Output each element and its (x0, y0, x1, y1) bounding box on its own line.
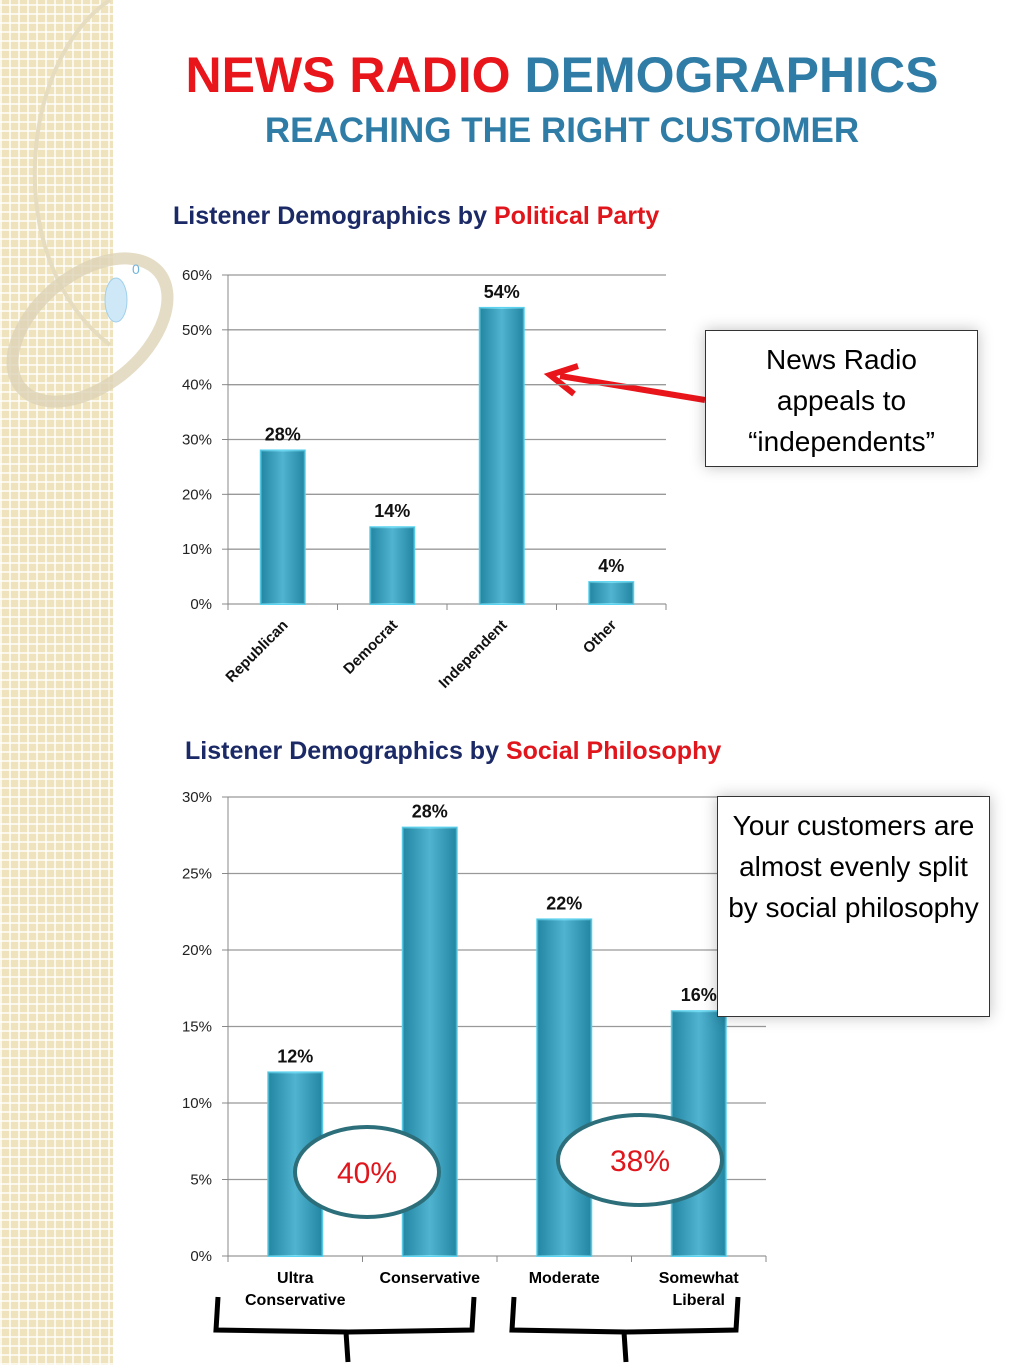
chart-title: Listener Demographics by Political Party (173, 202, 659, 231)
data-label: 54% (484, 282, 520, 302)
y-tick-label: 30% (182, 789, 212, 806)
y-tick-label: 20% (182, 942, 212, 959)
group-label: 40% (337, 1157, 397, 1190)
brace (509, 1296, 741, 1363)
data-label: 14% (374, 501, 410, 521)
data-label: 4% (598, 556, 624, 576)
chart-title-main: Listener Demographics by (173, 202, 487, 230)
y-tick-label: 0% (190, 1248, 212, 1265)
slide-title: NEWS RADIO DEMOGRAPHICS (186, 47, 939, 103)
bar-shine (589, 582, 634, 604)
y-tick-label: 10% (182, 1095, 212, 1112)
chart-title-main: Listener Demographics by (185, 737, 499, 765)
decor-strip (0, 0, 113, 1365)
x-tick-label: Other (580, 617, 620, 657)
y-tick-label: 15% (182, 1019, 212, 1036)
y-tick-label: 20% (182, 486, 212, 503)
data-label: 22% (546, 893, 582, 913)
y-tick-label: 60% (182, 267, 212, 284)
group-ellipse (556, 1113, 724, 1207)
decor-ring (6, 252, 174, 408)
bar-shine (260, 450, 305, 604)
bar-shine (537, 919, 592, 1256)
arrow-head (543, 363, 579, 397)
chart-title: Listener Demographics by Social Philosop… (185, 737, 721, 766)
y-tick-label: 40% (182, 377, 212, 394)
y-tick-label: 30% (182, 432, 212, 449)
callout: News Radio appeals to “independents” (705, 330, 978, 467)
data-label: 28% (412, 802, 448, 822)
x-tick-label: Democrat (340, 617, 401, 678)
title-blue: DEMOGRAPHICS (525, 47, 939, 103)
page-number: 0 (132, 261, 140, 277)
group-label: 38% (610, 1145, 670, 1178)
x-tick-label: Ultra Conservative (245, 1270, 346, 1309)
x-tick-label: Moderate (528, 1270, 600, 1287)
data-label: 12% (277, 1046, 313, 1066)
decor-arc (32, 0, 112, 347)
x-tick-label: Conservative (379, 1270, 481, 1287)
bar-shine (479, 307, 524, 604)
data-label: 28% (265, 424, 301, 444)
y-tick-label: 50% (182, 322, 212, 339)
arrow (559, 373, 706, 403)
x-tick-label: Republican (222, 617, 291, 686)
title-red: NEWS RADIO (186, 47, 511, 103)
x-tick-label: Independent (436, 617, 511, 692)
y-tick-label: 10% (182, 541, 212, 558)
y-tick-label: 5% (190, 1172, 212, 1189)
x-tick-label: Somewhat Liberal (658, 1270, 739, 1309)
group-ellipse (293, 1125, 441, 1219)
bar-shine (370, 527, 415, 604)
slide-subtitle: REACHING THE RIGHT CUSTOMER (265, 111, 859, 150)
chart-title-highlight: Social Philosophy (505, 737, 722, 765)
data-label: 16% (681, 985, 717, 1005)
y-tick-label: 0% (190, 596, 212, 613)
y-tick-label: 25% (182, 866, 212, 883)
callout: Your customers are almost evenly split b… (717, 796, 990, 1017)
brace (213, 1296, 477, 1363)
decor-bead (104, 277, 128, 323)
chart-title-highlight: Political Party (493, 202, 660, 230)
